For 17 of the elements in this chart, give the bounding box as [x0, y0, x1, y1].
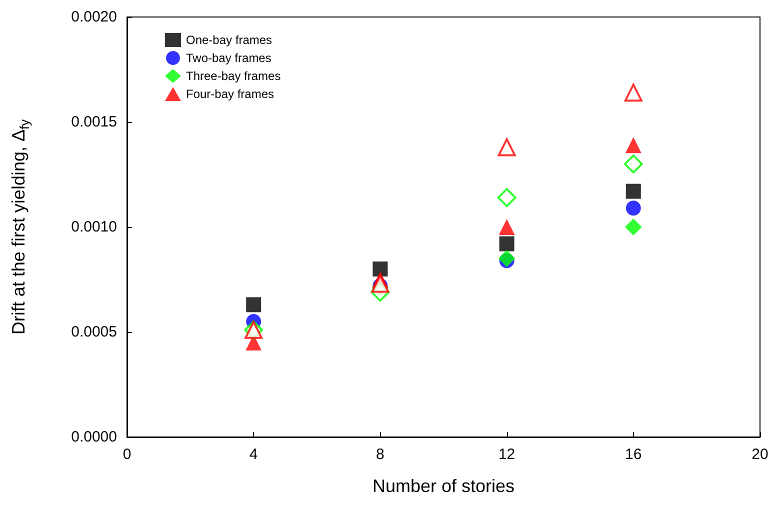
- y-tick-label: 0.0015: [71, 114, 117, 130]
- x-axis-title: Number of stories: [372, 476, 515, 496]
- y-tick-label: 0.0020: [71, 8, 117, 26]
- y-tick-label: 0.0000: [71, 428, 117, 446]
- x-tick-label: 20: [752, 446, 768, 463]
- x-tick-label: 16: [625, 446, 642, 463]
- y-axis-title: Drift at the first yielding, Δfy: [8, 118, 32, 335]
- legend-label: Four-bay frames: [186, 87, 274, 101]
- x-tick-label: 4: [249, 446, 258, 463]
- legend-label: Two-bay frames: [186, 51, 272, 65]
- legend-label: One-bay frames: [186, 33, 272, 47]
- x-tick-label: 0: [122, 446, 132, 463]
- y-tick-label: 0.0010: [71, 218, 117, 236]
- x-tick-label: 8: [376, 446, 384, 463]
- y-tick-label: 0.0005: [71, 324, 117, 340]
- legend-label: Three-bay frames: [186, 69, 281, 83]
- x-tick-label: 12: [498, 446, 516, 463]
